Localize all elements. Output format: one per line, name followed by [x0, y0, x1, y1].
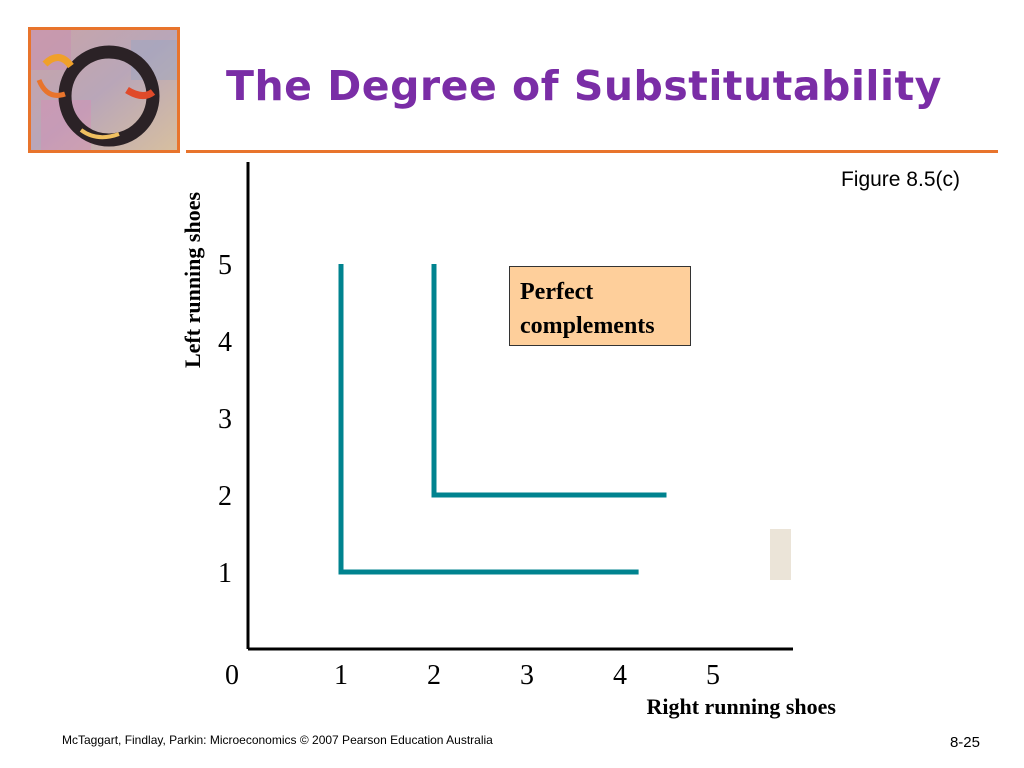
x-tick-label-5: 5	[706, 660, 720, 691]
figure-label: Figure 8.5(c)	[840, 168, 960, 191]
x-tick-label-1: 1	[334, 660, 348, 691]
annotation-line-1: Perfect	[520, 279, 594, 305]
y-tick-label-3: 3	[218, 404, 232, 435]
slide-title: The Degree of Substitutability	[226, 62, 942, 110]
y-tick-label-1: 1	[218, 558, 232, 589]
y-tick-label-5: 5	[218, 250, 232, 281]
annotation-box: Perfect complements	[509, 266, 691, 346]
footer-citation: McTaggart, Findlay, Parkin: Microeconomi…	[62, 733, 493, 747]
decorative-marker	[770, 529, 791, 580]
title-divider	[186, 150, 998, 153]
y-tick-label-2: 2	[218, 481, 232, 512]
x-tick-label-2: 2	[427, 660, 441, 691]
logo-image	[28, 27, 180, 153]
y-axis-label: Left running shoes	[180, 192, 205, 368]
y-tick-label-4: 4	[218, 327, 232, 358]
abstract-artwork-icon	[31, 30, 177, 150]
x-tick-label-4: 4	[613, 660, 627, 691]
x-tick-label-3: 3	[520, 660, 534, 691]
x-axis-label: Right running shoes	[646, 694, 836, 719]
page-number: 8-25	[949, 734, 980, 751]
indifference-curve-1	[338, 264, 639, 575]
annotation-line-2: complements	[520, 313, 655, 339]
indifference-curve-2	[431, 264, 667, 498]
tick-labels-group: 1 2 3 4 5 1 2 3 4 5	[218, 250, 720, 691]
origin-label: 0	[225, 660, 239, 691]
curves-group	[338, 264, 667, 575]
